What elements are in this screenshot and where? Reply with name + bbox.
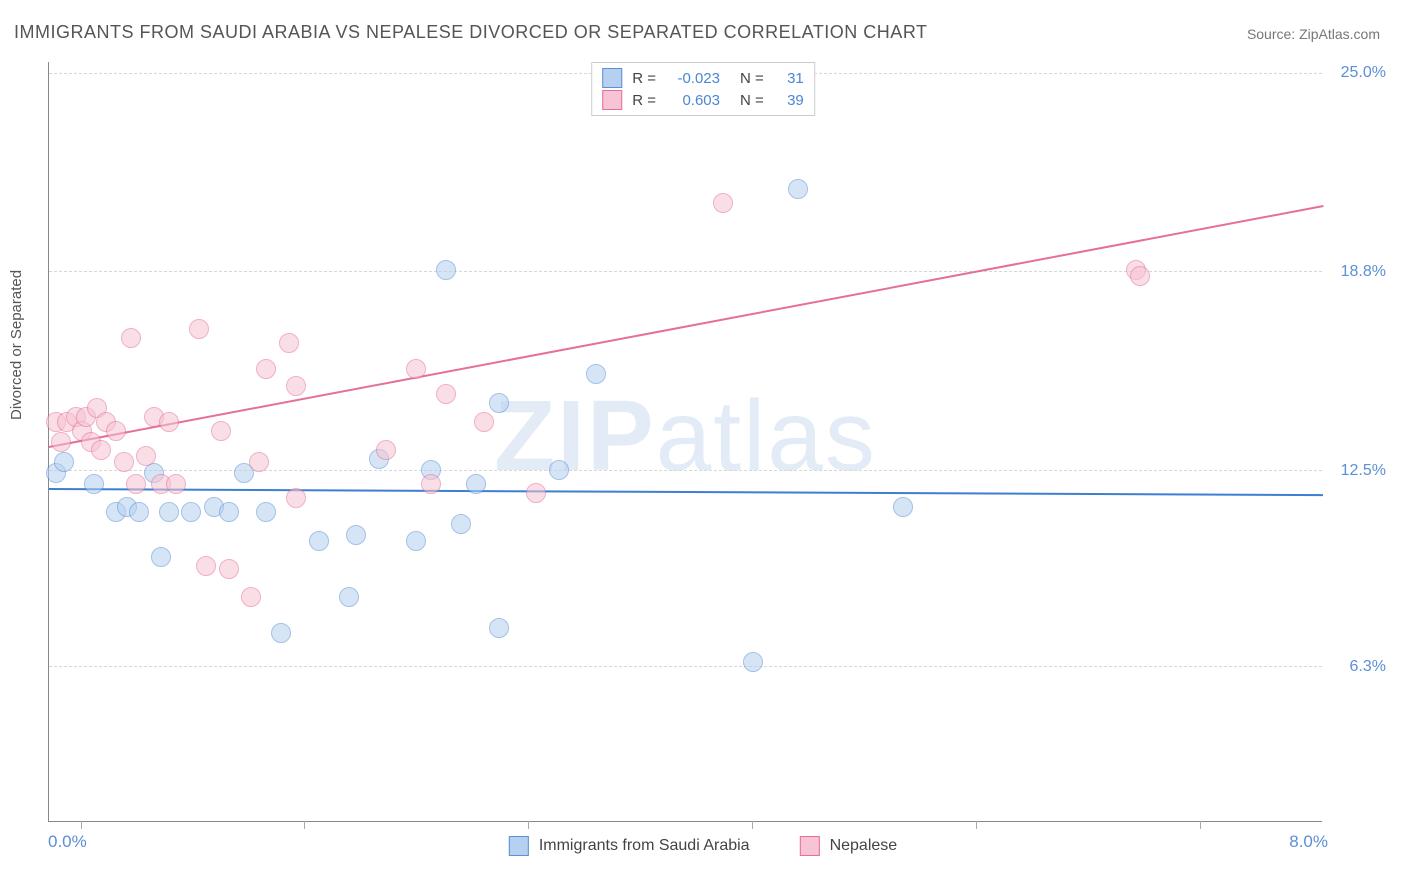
y-tick-label: 25.0% [1341,64,1386,82]
series-legend-item: Immigrants from Saudi Arabia [509,836,750,856]
data-point [54,452,74,472]
data-point [713,193,733,213]
x-tick [1200,821,1201,829]
source-name: ZipAtlas.com [1299,26,1380,42]
chart-title: IMMIGRANTS FROM SAUDI ARABIA VS NEPALESE… [14,22,927,43]
data-point [91,440,111,460]
data-point [743,652,763,672]
series-legend-item: Nepalese [800,836,898,856]
data-point [346,525,366,545]
data-point [241,587,261,607]
data-point [788,179,808,199]
source-attribution: Source: ZipAtlas.com [1247,26,1380,42]
data-point [196,556,216,576]
legend-swatch [509,836,529,856]
data-point [189,319,209,339]
legend-r-label: R = [632,92,656,109]
watermark-bold: ZIP [494,379,656,491]
legend-swatch [800,836,820,856]
series-legend: Immigrants from Saudi Arabia Nepalese [509,836,897,856]
data-point [309,531,329,551]
data-point [51,432,71,452]
series-name: Immigrants from Saudi Arabia [539,837,750,855]
data-point [549,460,569,480]
data-point [84,474,104,494]
data-point [893,497,913,517]
legend-r-value: 0.603 [666,92,720,109]
legend-n-value: 31 [774,70,804,87]
legend-row: R = 0.603 N = 39 [602,89,804,111]
legend-r-value: -0.023 [666,70,720,87]
legend-r-label: R = [632,70,656,87]
data-point [436,384,456,404]
data-point [474,412,494,432]
data-point [256,359,276,379]
data-point [406,359,426,379]
data-point [159,412,179,432]
data-point [159,502,179,522]
legend-n-label: N = [740,70,764,87]
x-tick [976,821,977,829]
y-tick-label: 6.3% [1350,658,1386,676]
data-point [114,452,134,472]
data-point [286,488,306,508]
data-point [451,514,471,534]
trend-line [49,488,1323,496]
data-point [421,474,441,494]
data-point [129,502,149,522]
data-point [151,547,171,567]
data-point [136,446,156,466]
x-tick [304,821,305,829]
data-point [249,452,269,472]
source-prefix: Source: [1247,26,1299,42]
data-point [406,531,426,551]
legend-swatch [602,68,622,88]
data-point [211,421,231,441]
correlation-legend: R = -0.023 N = 31 R = 0.603 N = 39 [591,62,815,116]
x-axis-max-label: 8.0% [1289,832,1328,852]
x-tick [752,821,753,829]
y-tick-label: 18.8% [1341,263,1386,281]
data-point [219,559,239,579]
data-point [181,502,201,522]
data-point [436,260,456,280]
data-point [489,618,509,638]
x-tick [81,821,82,829]
data-point [466,474,486,494]
data-point [339,587,359,607]
data-point [489,393,509,413]
plot-area: ZIPatlas [48,62,1322,822]
x-tick [528,821,529,829]
legend-swatch [602,90,622,110]
data-point [526,483,546,503]
data-point [279,333,299,353]
y-axis-label: Divorced or Separated [8,270,25,420]
data-point [166,474,186,494]
legend-n-value: 39 [774,92,804,109]
data-point [256,502,276,522]
data-point [286,376,306,396]
legend-row: R = -0.023 N = 31 [602,67,804,89]
data-point [106,421,126,441]
data-point [586,364,606,384]
data-point [376,440,396,460]
trend-line [49,205,1323,448]
legend-n-label: N = [740,92,764,109]
watermark-light: atlas [656,379,877,491]
data-point [271,623,291,643]
y-tick-label: 12.5% [1341,462,1386,480]
grid-line [49,666,1322,667]
data-point [126,474,146,494]
x-axis-min-label: 0.0% [48,832,87,852]
series-name: Nepalese [830,837,898,855]
data-point [1130,266,1150,286]
data-point [121,328,141,348]
data-point [219,502,239,522]
